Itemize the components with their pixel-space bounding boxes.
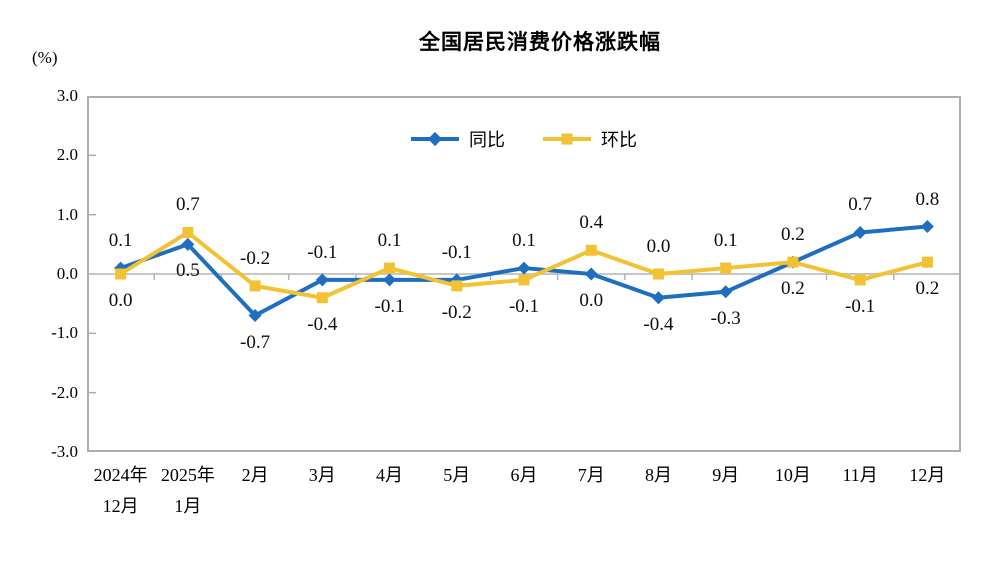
x-tick-label: 8月	[644, 465, 672, 485]
legend-label-yoy: 同比	[469, 130, 505, 150]
legend-line-yoy	[411, 131, 459, 147]
data-point-yoy	[853, 225, 867, 239]
data-point-mom	[182, 226, 194, 238]
data-point-mom	[316, 292, 328, 304]
x-tick-label: 12月	[909, 465, 946, 485]
y-tick-label: -2.0	[51, 382, 78, 402]
legend: 同比 环比	[87, 126, 961, 152]
legend-square-icon	[561, 133, 573, 145]
data-point-yoy	[920, 220, 934, 234]
legend-diamond-icon	[427, 131, 443, 147]
data-point-mom	[720, 262, 732, 274]
x-tick-label: 2024年 12月	[93, 465, 148, 516]
y-axis-unit-label: (%)	[32, 48, 58, 67]
x-tick-label: 9月	[712, 465, 740, 485]
data-point-yoy	[383, 273, 397, 287]
x-tick-label: 6月	[510, 465, 538, 485]
data-point-mom	[249, 280, 261, 292]
data-point-yoy	[181, 237, 195, 251]
data-point-mom	[518, 274, 530, 286]
data-point-mom	[854, 274, 866, 286]
data-point-yoy	[315, 273, 329, 287]
y-tick-label: -3.0	[51, 442, 78, 461]
legend-line-mom	[543, 133, 591, 145]
x-tick-label: 5月	[443, 465, 471, 485]
x-tick-label: 7月	[577, 465, 605, 485]
data-point-mom	[115, 268, 127, 280]
data-point-mom	[652, 268, 664, 280]
chart-title: 全国居民消费价格涨跌幅	[419, 31, 661, 54]
legend-label-mom: 环比	[601, 130, 637, 150]
y-tick-label: 2.0	[56, 145, 78, 165]
x-tick-label: 11月	[842, 465, 878, 485]
y-tick-label: 3.0	[56, 86, 78, 105]
data-point-mom	[787, 256, 799, 268]
data-point-yoy	[248, 309, 262, 323]
data-point-yoy	[719, 285, 733, 299]
data-point-yoy	[584, 267, 598, 281]
y-tick-label: 1.0	[56, 204, 78, 224]
data-point-mom	[921, 256, 933, 268]
x-tick-label: 3月	[308, 465, 336, 485]
data-point-mom	[384, 262, 396, 274]
data-point-yoy	[450, 273, 464, 287]
data-point-mom	[585, 244, 597, 256]
y-tick-label: -1.0	[51, 323, 78, 343]
data-point-mom	[451, 280, 463, 292]
x-tick-label: 10月	[774, 465, 811, 485]
plot-area: 0.1 0.0 0.7 0.5 -0.2 -0.7 -0.1 -0.4 0.1 -0.1 -0.1-…	[87, 96, 961, 452]
legend-item-mom: 环比	[543, 126, 637, 152]
y-tick-label: 0.0	[56, 264, 78, 283]
chart-canvas	[87, 96, 961, 452]
data-point-yoy	[517, 261, 531, 275]
x-tick-label: 4月	[376, 465, 404, 485]
legend-item-yoy: 同比	[411, 126, 505, 152]
data-point-yoy	[651, 291, 665, 305]
x-tick-label: 2月	[241, 465, 269, 485]
x-tick-label: 2025年 1月	[160, 465, 215, 516]
plot-border	[87, 96, 961, 452]
